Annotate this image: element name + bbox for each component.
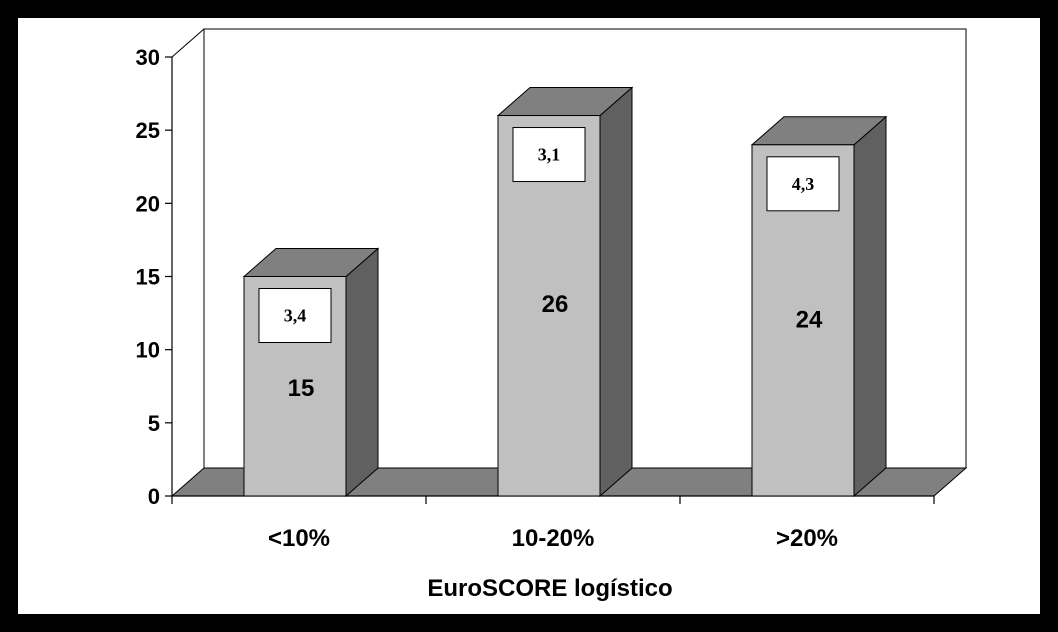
bar-note-box-2: [766, 156, 840, 212]
bar-side-1: [599, 86, 633, 498]
bar-value-label-2: 24: [796, 306, 823, 333]
bar-side-2: [853, 115, 887, 498]
y-axis: 0 5 10 15 20 25 30: [136, 28, 205, 509]
y-tick-label-2: 10: [136, 338, 160, 363]
y-axis-depth-edge: [171, 28, 205, 58]
y-tick-label-6: 30: [136, 45, 160, 70]
x-axis-label: EuroSCORE logístico: [427, 575, 672, 602]
bar-note-box-0: [258, 288, 332, 343]
bar-value-label-0: 15: [288, 375, 315, 402]
x-category-label-0: <10%: [268, 525, 330, 552]
y-tick-label-3: 15: [136, 265, 160, 290]
y-tick-label-1: 5: [148, 411, 160, 436]
bar-side-0: [345, 247, 379, 498]
y-tick-label-0: 0: [148, 484, 160, 509]
bar-value-label-1: 26: [542, 291, 569, 318]
x-category-label-1: 10-20%: [512, 525, 595, 552]
y-tick-label-4: 20: [136, 191, 160, 216]
bars: 3,4 15 3,1 26 4,3 24: [242, 86, 888, 498]
bar-0: 3,4 15: [242, 247, 380, 498]
x-category-label-2: >20%: [776, 525, 838, 552]
bar-note-label-0: 3,4: [284, 306, 307, 326]
bar-note-box-1: [512, 127, 586, 183]
y-tick-label-5: 25: [136, 118, 160, 143]
bar-note-label-1: 3,1: [538, 145, 561, 165]
bar-note-label-2: 4,3: [792, 174, 815, 194]
bar-1: 3,1 26: [496, 86, 634, 498]
bar-2: 4,3 24: [750, 115, 888, 498]
